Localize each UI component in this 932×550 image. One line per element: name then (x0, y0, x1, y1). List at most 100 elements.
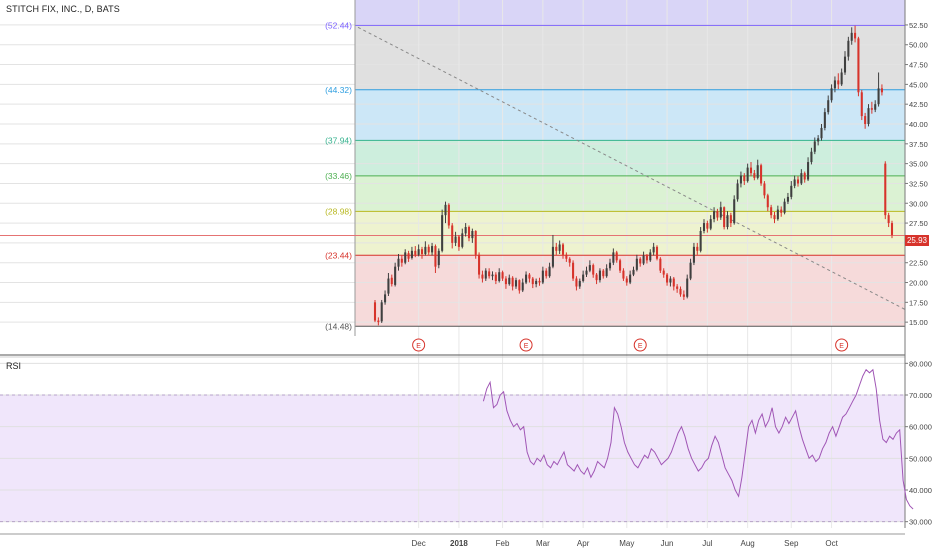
rsi-tick-label: 40.0000 (909, 486, 932, 495)
time-tick-label: Dec (412, 539, 426, 548)
rsi-layer (482, 368, 914, 510)
candle-body (390, 277, 393, 285)
candle-body (642, 255, 645, 264)
candle-body (541, 270, 544, 283)
candle-body (760, 165, 763, 184)
candle-body (843, 56, 847, 73)
candle-body (726, 215, 729, 228)
candle-body (874, 104, 877, 110)
earnings-marker (835, 338, 849, 352)
fib-level-label: (33.46) (325, 171, 352, 181)
rsi-tick-label: 30.0000 (909, 518, 932, 527)
candle-body (713, 211, 716, 220)
candle-body (870, 108, 873, 110)
candle-body (400, 258, 403, 263)
candle-body (823, 112, 826, 128)
candle-body (793, 179, 796, 186)
earnings-marker (412, 338, 426, 352)
candle-body (850, 32, 853, 41)
candle-body (840, 72, 843, 85)
candle-body (672, 278, 675, 287)
candle-body (753, 173, 756, 178)
fib-zone (355, 89, 905, 141)
candle-body (877, 88, 880, 105)
fib-level-label: (37.94) (325, 135, 352, 145)
candle-body (602, 270, 605, 277)
fib-zone-top (355, 0, 905, 26)
candle-body (555, 246, 558, 251)
price-tick-label: 35.00 (909, 160, 928, 169)
candle-body (867, 108, 870, 124)
candle-body (511, 277, 514, 287)
candle-body (424, 246, 427, 254)
last-price-badge: 25.93 (905, 235, 929, 246)
candle-body (689, 262, 692, 279)
candle-body (457, 236, 460, 247)
candle-body (461, 233, 464, 247)
candle-body (535, 280, 538, 285)
price-tick-label: 47.50 (909, 61, 928, 70)
candle-body (568, 258, 571, 263)
fib-level-label: (44.32) (325, 85, 352, 95)
candle-body (833, 80, 836, 89)
candle-body (538, 280, 541, 283)
candle-body (733, 199, 736, 224)
candle-body (810, 151, 813, 163)
candle-body (629, 274, 632, 283)
candle-body (444, 204, 447, 216)
candle-body (387, 278, 390, 294)
candle-body (407, 253, 410, 259)
candle-body (447, 204, 450, 226)
candle-body (478, 254, 481, 275)
time-tick-label: 2018 (450, 539, 468, 548)
candle-body (410, 250, 413, 258)
price-tick-label: 22.50 (909, 259, 928, 268)
candle-body (696, 246, 699, 251)
candle-body (518, 280, 521, 291)
candle-body (595, 274, 598, 281)
candle-body (431, 246, 434, 253)
fib-zone (355, 255, 905, 327)
candle-body (531, 278, 534, 285)
earnings-marker-label: E (839, 343, 844, 350)
candle-body (827, 100, 830, 113)
price-tick-label: 32.50 (909, 179, 928, 188)
candle-body (394, 266, 397, 285)
candle-body (817, 138, 820, 142)
candle-body (880, 88, 883, 93)
earnings-marker-label: E (638, 343, 643, 350)
candle-body (484, 270, 487, 279)
candle-body (619, 260, 622, 271)
earnings-marker-label: E (416, 343, 421, 350)
candle-body (857, 38, 860, 93)
candle-body (481, 274, 484, 279)
price-tick-label: 20.00 (909, 279, 928, 288)
candle-body (776, 209, 779, 220)
candle-body (780, 209, 783, 213)
trendline (357, 26, 906, 310)
price-tick-label: 40.00 (909, 120, 928, 129)
candle-body (404, 252, 407, 263)
time-tick-label: Oct (825, 539, 838, 548)
candle-body (575, 278, 578, 287)
candle-body (860, 92, 863, 117)
rsi-line (482, 368, 914, 510)
earnings-marker-label: E (524, 343, 529, 350)
candle-body (434, 246, 437, 267)
candle-body (652, 246, 655, 253)
candle-body (662, 270, 665, 275)
candle-body (679, 288, 682, 295)
price-tick-label: 17.50 (909, 298, 928, 307)
candle-body (528, 274, 531, 279)
candle-body (561, 244, 565, 255)
time-tick-label: Jul (702, 539, 712, 548)
rsi-title: RSI (6, 361, 22, 371)
candle-body (706, 223, 709, 229)
candle-body (830, 88, 833, 101)
time-tick-label: Mar (536, 539, 550, 548)
candle-body (551, 246, 554, 267)
candle-body (397, 258, 400, 267)
time-tick-label: Feb (496, 539, 510, 548)
